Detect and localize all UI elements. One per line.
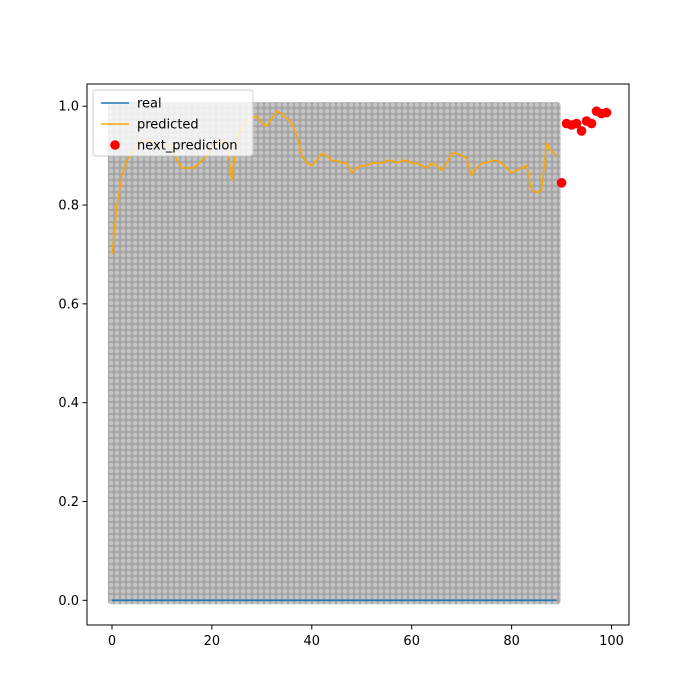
x-tick-label: 60: [403, 634, 420, 649]
x-tick-label: 80: [503, 634, 520, 649]
y-axis: 0.0 0.2 0.4 0.6 0.8 1.0: [58, 100, 87, 609]
y-tick-label: 0.2: [58, 495, 79, 510]
scatter-point-next-prediction: [571, 118, 582, 129]
y-tick-label: 0.0: [58, 594, 79, 609]
x-tick-label: 100: [599, 634, 624, 649]
legend-swatch-next-prediction: [110, 140, 120, 150]
y-tick-label: 0.6: [58, 297, 79, 312]
series-line-predicted: [111, 110, 558, 255]
legend-label-predicted: predicted: [137, 118, 199, 133]
scatter-point-next-prediction: [556, 178, 567, 188]
legend-label-next-prediction: next_prediction: [137, 139, 238, 154]
x-axis: 0 20 40 60 80 100: [108, 625, 624, 649]
scatter-point-next-prediction: [601, 107, 612, 118]
x-tick-label: 0: [108, 634, 116, 649]
legend-label-real: real: [137, 97, 162, 112]
y-tick-label: 0.4: [58, 396, 79, 411]
x-tick-label: 40: [304, 634, 321, 649]
y-tick-label: 0.8: [58, 199, 79, 214]
x-tick-label: 20: [204, 634, 221, 649]
y-tick-label: 1.0: [58, 100, 79, 115]
legend-box: [92, 89, 254, 157]
plot-area: [87, 84, 629, 625]
legend: real predicted next_prediction: [92, 89, 254, 157]
background-band-markers: [107, 102, 561, 605]
series-layer: [111, 106, 612, 602]
plot-frame: [86, 83, 630, 626]
scatter-point-next-prediction: [576, 126, 587, 136]
background-band: [107, 102, 561, 605]
scatter-point-next-prediction: [586, 118, 597, 129]
